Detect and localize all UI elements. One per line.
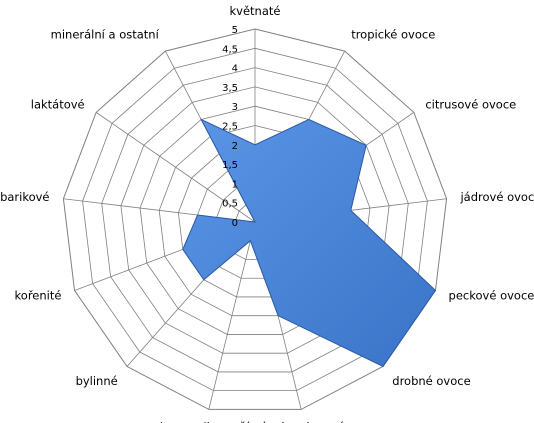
tick-label-5: 2,5 (222, 122, 238, 133)
axis-label-9: kořenité (15, 288, 62, 302)
axis-label-3: jádrové ovoce (459, 190, 534, 204)
grid-spoke-11 (95, 112, 256, 223)
axis-label-0: květnaté (230, 4, 281, 18)
grid-ring-7 (120, 86, 390, 354)
tick-label-9: 4,5 (222, 44, 238, 55)
axis-label-4: peckové ovoce (449, 288, 534, 302)
axis-label-11: laktátové (31, 97, 85, 111)
tick-label-1: 0,5 (222, 199, 238, 210)
tick-labels: 0 0,5 1 1,5 2 2,5 3 3,5 4 4,5 5 (222, 25, 238, 229)
axis-label-7: karamelizované (160, 420, 251, 423)
tick-label-6: 3 (232, 102, 238, 113)
axis-label-5: drobné ovoce (392, 374, 470, 388)
grid-ring-10 (62, 28, 448, 410)
tick-label-0: 0 (232, 218, 238, 229)
axis-label-2: citrusové ovoce (425, 97, 516, 111)
grid-ring-9 (82, 47, 428, 392)
axis-label-6: sušené a kandované ovoce (226, 420, 382, 423)
tick-label-10: 5 (232, 25, 238, 36)
tick-label-3: 1,5 (222, 160, 238, 171)
grid-ring-8 (101, 67, 409, 373)
series-area (182, 118, 437, 368)
axis-label-10: barikové (0, 190, 49, 204)
axis-label-12: minerální a ostatní (51, 28, 160, 42)
axis-labels: květnaté tropické ovoce citrusové ovoce jád… (0, 4, 534, 423)
grid-spoke-7 (208, 221, 256, 410)
axis-label-1: tropické ovoce (351, 28, 435, 42)
tick-label-8: 4 (232, 64, 238, 75)
series-layer (182, 118, 437, 368)
tick-label-7: 3,5 (222, 83, 238, 94)
tick-label-4: 2 (232, 141, 238, 152)
tick-label-2: 1 (232, 179, 238, 190)
axis-label-8: bylinné (76, 374, 118, 388)
